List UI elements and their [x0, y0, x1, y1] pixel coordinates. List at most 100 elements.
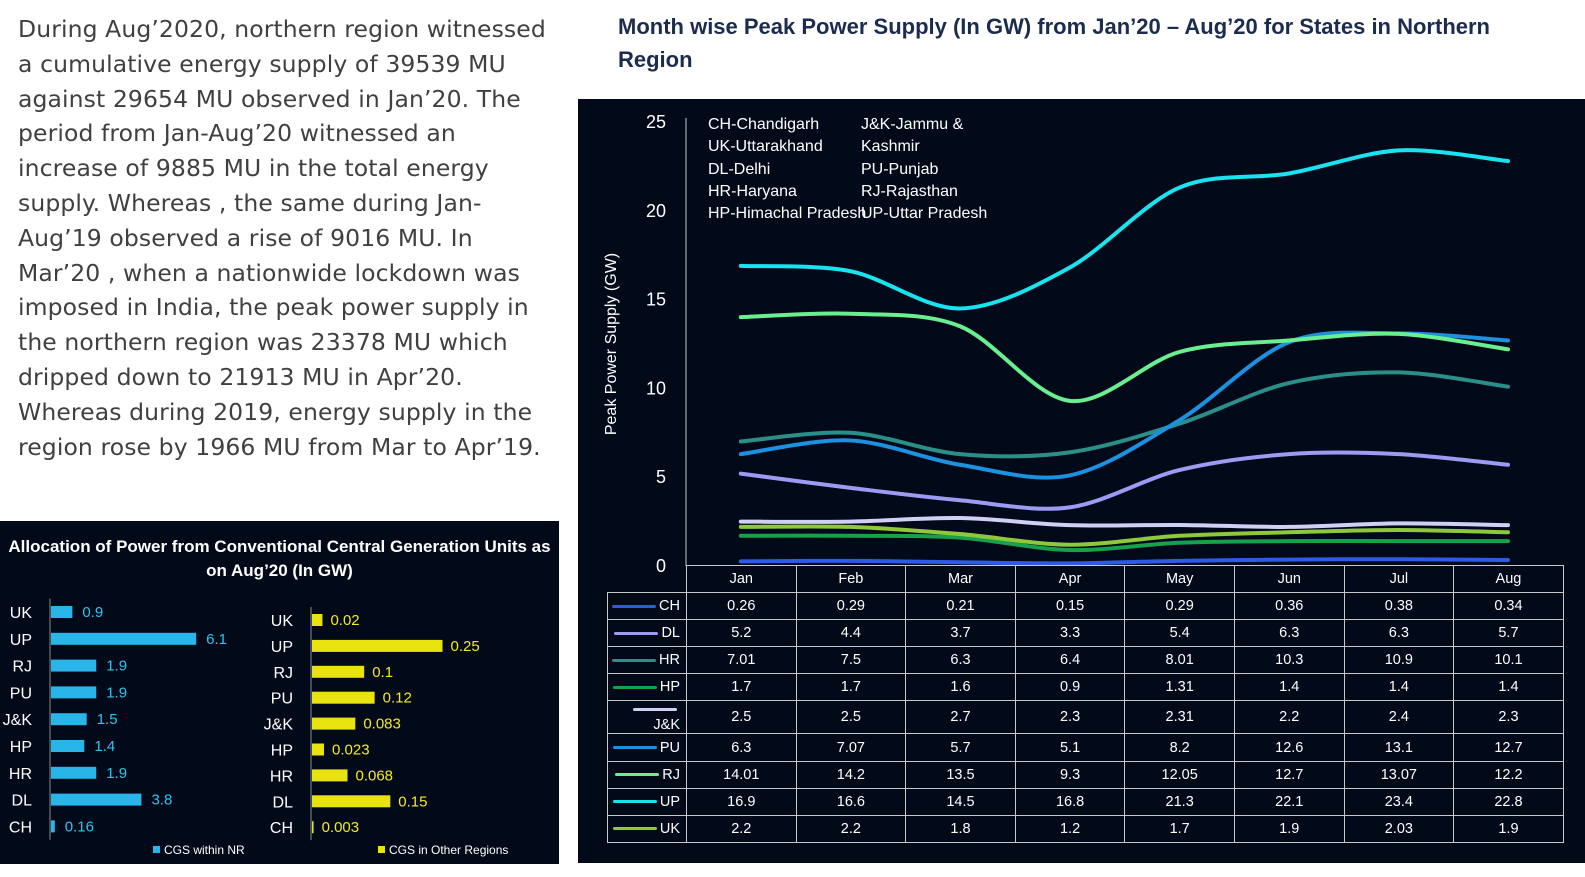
bar-uk [51, 606, 73, 618]
bar-dl [312, 795, 391, 808]
series-swatch [612, 746, 657, 750]
series-swatch [633, 708, 677, 712]
data-label: 0.068 [355, 767, 393, 784]
data-label: 0.26 [686, 592, 797, 621]
bar-hr [51, 766, 97, 779]
data-label: 13.5 [905, 760, 1016, 789]
bar-jandk [51, 713, 87, 726]
y-tick-label: 0 [656, 556, 666, 576]
table-row: PU 6.3 7.07 5.7 5.1 8.2 12.6 13.1 12.7 [607, 733, 1564, 762]
category-label: UP [271, 639, 293, 656]
data-label: 2.5 [686, 700, 797, 735]
category-label: RJ [12, 659, 32, 676]
allocation-chart-panel: Allocation of Power from Conventional Ce… [0, 521, 559, 864]
y-tick-label: 20 [646, 201, 666, 221]
series-name: DL [661, 625, 680, 642]
table-row: RJ 14.01 14.2 13.5 9.3 12.05 12.7 13.07 12.2 [607, 760, 1564, 789]
y-tick-label: 5 [656, 467, 666, 487]
data-label: 10.1 [1453, 646, 1564, 675]
data-label: 1.7 [1124, 814, 1235, 843]
data-label: 16.9 [686, 787, 797, 816]
legend-entry: Kashmir [861, 138, 920, 156]
x-tick-label: Jun [1233, 564, 1345, 594]
series-swatch [615, 773, 660, 777]
data-label: 1.7 [686, 673, 797, 702]
data-label: 0.36 [1233, 592, 1345, 621]
series-name: J&K [653, 717, 680, 734]
data-label: 0.16 [65, 818, 94, 835]
data-label: 5.7 [1453, 619, 1564, 648]
legend-swatch [378, 846, 385, 853]
data-label: 2.5 [795, 700, 907, 735]
category-label: PU [10, 685, 32, 702]
data-label: 0.12 [383, 690, 412, 707]
data-label: 10.3 [1233, 646, 1345, 675]
category-label: DL [12, 793, 33, 810]
x-tick-label: Feb [795, 564, 907, 594]
series-name: HR [659, 652, 680, 669]
data-label: 3.3 [1014, 619, 1126, 648]
data-label: 1.9 [106, 684, 127, 701]
series-line-jandk [738, 515, 1510, 529]
data-label: 0.1 [372, 664, 393, 681]
data-label: 2.2 [1233, 700, 1345, 735]
data-table: Jan Feb Mar Apr May Jun Jul Aug CH 0.26 0.29 0.21 0.… [607, 564, 1564, 843]
category-label: CH [9, 819, 32, 836]
data-label: 8.01 [1124, 646, 1235, 675]
category-label: DL [273, 794, 294, 811]
table-row-header: UK [607, 814, 687, 843]
y-tick-label: 10 [646, 378, 666, 398]
x-tick-label: Jul [1343, 564, 1455, 594]
data-label: 14.01 [686, 760, 797, 789]
bar-uk [312, 614, 323, 626]
x-tick-label: Aug [1453, 564, 1564, 594]
data-label: 6.3 [905, 646, 1016, 675]
series-line-up [738, 148, 1510, 311]
data-label: 1.9 [106, 765, 127, 782]
category-label: RJ [273, 665, 293, 682]
table-row: HR 7.01 7.5 6.3 6.4 8.01 10.3 10.9 10.1 [607, 646, 1564, 675]
data-label: 2.31 [1124, 700, 1235, 735]
data-label: 1.8 [905, 814, 1016, 843]
data-label: 0.083 [363, 716, 401, 733]
data-label: 2.2 [795, 814, 907, 843]
x-tick-label: Jan [686, 564, 797, 594]
series-swatch [612, 659, 657, 662]
data-label: 6.4 [1014, 646, 1126, 675]
bar-pu [51, 686, 97, 699]
data-label: 13.1 [1343, 733, 1455, 762]
data-label: 7.07 [795, 733, 907, 762]
data-label: 14.5 [905, 787, 1016, 816]
legend-entry: HP-Himachal Pradesh [708, 205, 867, 223]
category-label: CH [270, 820, 293, 837]
data-label: 2.3 [1014, 700, 1126, 735]
data-label: 13.07 [1343, 760, 1455, 789]
data-label: 0.29 [1124, 592, 1235, 621]
table-row: DL 5.2 4.4 3.7 3.3 5.4 6.3 6.3 5.7 [607, 619, 1564, 648]
category-label: UK [271, 613, 294, 630]
data-label: 1.6 [905, 673, 1016, 702]
x-tick-label: Mar [905, 564, 1016, 594]
bar-dl [51, 793, 142, 806]
data-label: 1.4 [1453, 673, 1564, 702]
data-label: 16.6 [795, 787, 907, 816]
series-name: UK [659, 820, 680, 837]
data-label: 22.1 [1233, 787, 1345, 816]
data-label: 16.8 [1014, 787, 1126, 816]
table-row: UK 2.2 2.2 1.8 1.2 1.7 1.9 2.03 1.9 [607, 814, 1564, 843]
data-label: 23.4 [1343, 787, 1455, 816]
bar-jandk [312, 717, 356, 730]
table-row-header: HP [607, 673, 687, 702]
series-swatch [612, 604, 657, 608]
data-label: 12.6 [1233, 733, 1345, 762]
bar-pu [312, 691, 375, 704]
data-label: 0.25 [451, 638, 480, 655]
series-swatch [612, 686, 657, 690]
data-label: 2.2 [686, 814, 797, 843]
data-label: 12.2 [1453, 760, 1564, 789]
data-label: 5.7 [905, 733, 1016, 762]
table-row: UP 16.9 16.6 14.5 16.8 21.3 22.1 23.4 22.8 [607, 787, 1564, 816]
bar-rj [312, 665, 365, 678]
series-line-uk [738, 524, 1510, 547]
data-label: 1.31 [1124, 673, 1235, 702]
